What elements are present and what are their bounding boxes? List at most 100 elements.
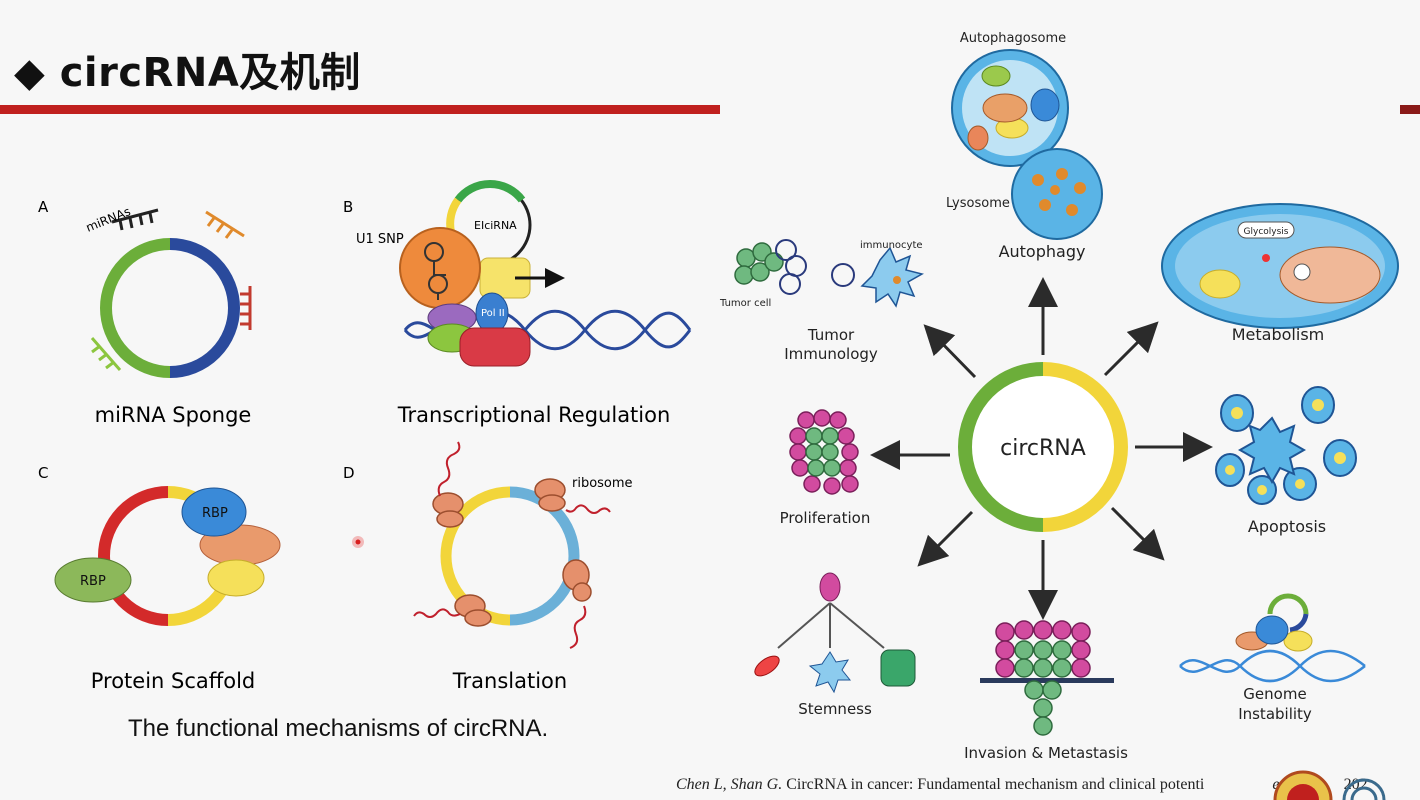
basement-membrane (980, 678, 1114, 683)
panel-d-letter: D (343, 464, 355, 482)
genome-circrna-green (1267, 593, 1309, 615)
genome-dna-1 (1179, 649, 1366, 683)
panel-b-caption: Transcriptional Regulation (397, 403, 671, 427)
invasion-label: Invasion & Metastasis (964, 744, 1128, 762)
genome-yellow (1283, 630, 1313, 652)
circrna-center: circRNA (958, 362, 1128, 532)
panel-d: D ribosome Translation (343, 441, 633, 693)
title-underline-right (1400, 105, 1420, 114)
u1-hairpins (424, 242, 448, 300)
rbp-blue (181, 487, 247, 537)
scaffold-red-arc (98, 486, 169, 626)
mirnas-label: miRNAs (84, 204, 133, 235)
tca-cycle (1293, 263, 1311, 281)
autophagy-label: Autophagy (999, 242, 1086, 261)
proliferation-cells-green (805, 427, 841, 477)
immunocyte-label: immunocyte (860, 240, 923, 251)
mirna-comb-red (240, 286, 252, 330)
immunocyte-circrna (831, 263, 855, 287)
elcirna-green-arc (454, 180, 526, 203)
genome-blue (1255, 615, 1289, 645)
genome-dna-2 (1179, 649, 1366, 683)
tumor-cells (734, 242, 784, 285)
metabolism-node: Glycolysis Metabolism (1161, 203, 1399, 344)
diff-cell-green (880, 649, 916, 687)
genome-node: Genome Instability (1179, 593, 1366, 723)
apoptosis-node: Apoptosis (1215, 386, 1357, 536)
ribosome-label: ribosome (572, 476, 633, 491)
rbp-blue-label: RBP (202, 506, 228, 521)
stemness-lines (777, 602, 885, 649)
arrow-down-right (1110, 506, 1165, 561)
elcirna-label: EIciRNA (474, 219, 517, 232)
citation: Chen L, Shan G. CircRNA in cancer: Funda… (676, 776, 1368, 794)
stemness-node: Stemness (754, 572, 916, 718)
panel-d-caption: Translation (452, 669, 567, 693)
tumor-circrnas (775, 239, 807, 295)
organelle-green (981, 65, 1011, 87)
lysosome-enzymes (1032, 168, 1086, 216)
apoptotic-nuclei (1225, 399, 1346, 495)
metabolism-nucleus (1199, 269, 1241, 299)
transcription-arrow-head (545, 268, 565, 288)
invasion-node: Invasion & Metastasis (964, 620, 1128, 762)
center-green-arc (958, 362, 1044, 532)
invasion-cells-green (1014, 640, 1072, 736)
pol-ii-label: Pol II (481, 308, 505, 319)
arrow-down-left (917, 510, 974, 567)
tumor-cell-label: Tumor cell (719, 298, 771, 309)
stem-cell (819, 572, 841, 602)
panel-c-letter: C (38, 464, 48, 482)
panel-b-letter: B (343, 198, 353, 216)
organelle-orange (967, 125, 989, 151)
genome-circrna-blue (1289, 613, 1309, 633)
citation-authors: Chen L, Shan G. (676, 776, 783, 793)
proliferation-node: Proliferation (780, 409, 871, 527)
metabolism-mitochondria (1279, 246, 1381, 304)
panel-c: C RBP RBP Protein Scaffold (38, 464, 281, 693)
rbp-green-label: RBP (80, 574, 106, 589)
emblem-icon (1273, 770, 1333, 800)
rbp-green (54, 557, 132, 603)
organelle-blue (1030, 88, 1060, 122)
tumor-immunology-label-line2: Immunology (784, 345, 878, 363)
mitochondria (982, 93, 1028, 123)
tumor-immunology-node: Tumor cell immunocyte Tumor Immunology (719, 239, 924, 363)
arrow-up-left (923, 324, 977, 379)
arrow-up-right (1103, 321, 1159, 377)
acetyl-coa (1262, 254, 1270, 262)
u1-snp-label: U1 SNP (356, 232, 404, 247)
circle-green-arc (100, 238, 171, 378)
peptide-chains (413, 441, 611, 649)
immunocyte (860, 246, 924, 308)
genome-label-line1: Genome (1243, 685, 1306, 703)
proliferation-cells-pink (789, 409, 859, 495)
mirna-comb-orange (205, 210, 245, 239)
laser-dot-core (355, 539, 361, 545)
citation-text: CircRNA in cancer: Fundamental mechanism… (782, 776, 1205, 793)
panel-a-letter: A (38, 198, 49, 216)
u1-snrnp (399, 227, 481, 309)
panel-c-caption: Protein Scaffold (91, 669, 256, 693)
mirna-comb-green (90, 337, 122, 371)
glycolysis-box (1237, 221, 1295, 239)
diff-cell-red (754, 655, 780, 677)
figure-caption: The functional mechanisms of circRNA. (128, 715, 549, 742)
arrows (870, 277, 1213, 620)
apoptotic-cells (1215, 386, 1357, 505)
yellow-protein (207, 559, 265, 597)
lysosome-label: Lysosome (946, 196, 1010, 211)
immunocyte-nucleus (893, 276, 901, 284)
genome-label-line2: Instability (1238, 705, 1312, 723)
panel-a-caption: miRNA Sponge (95, 403, 252, 427)
center-fill (965, 369, 1121, 525)
tumor-immunology-label-line1: Tumor (807, 326, 855, 344)
right-diagram: circRNA Autophagosome Lysosome Autophagy (719, 31, 1399, 762)
stemness-label: Stemness (798, 700, 872, 718)
panel-a: A miRNAs miRNA Sponge (38, 198, 252, 427)
diff-cell-star (808, 651, 852, 694)
metabolism-label: Metabolism (1232, 325, 1324, 344)
panel-b: B U1 SNP EIciRNA Pol II Transcriptional … (343, 180, 692, 427)
proliferation-label: Proliferation (780, 509, 871, 527)
glycolysis-label: Glycolysis (1244, 227, 1289, 237)
